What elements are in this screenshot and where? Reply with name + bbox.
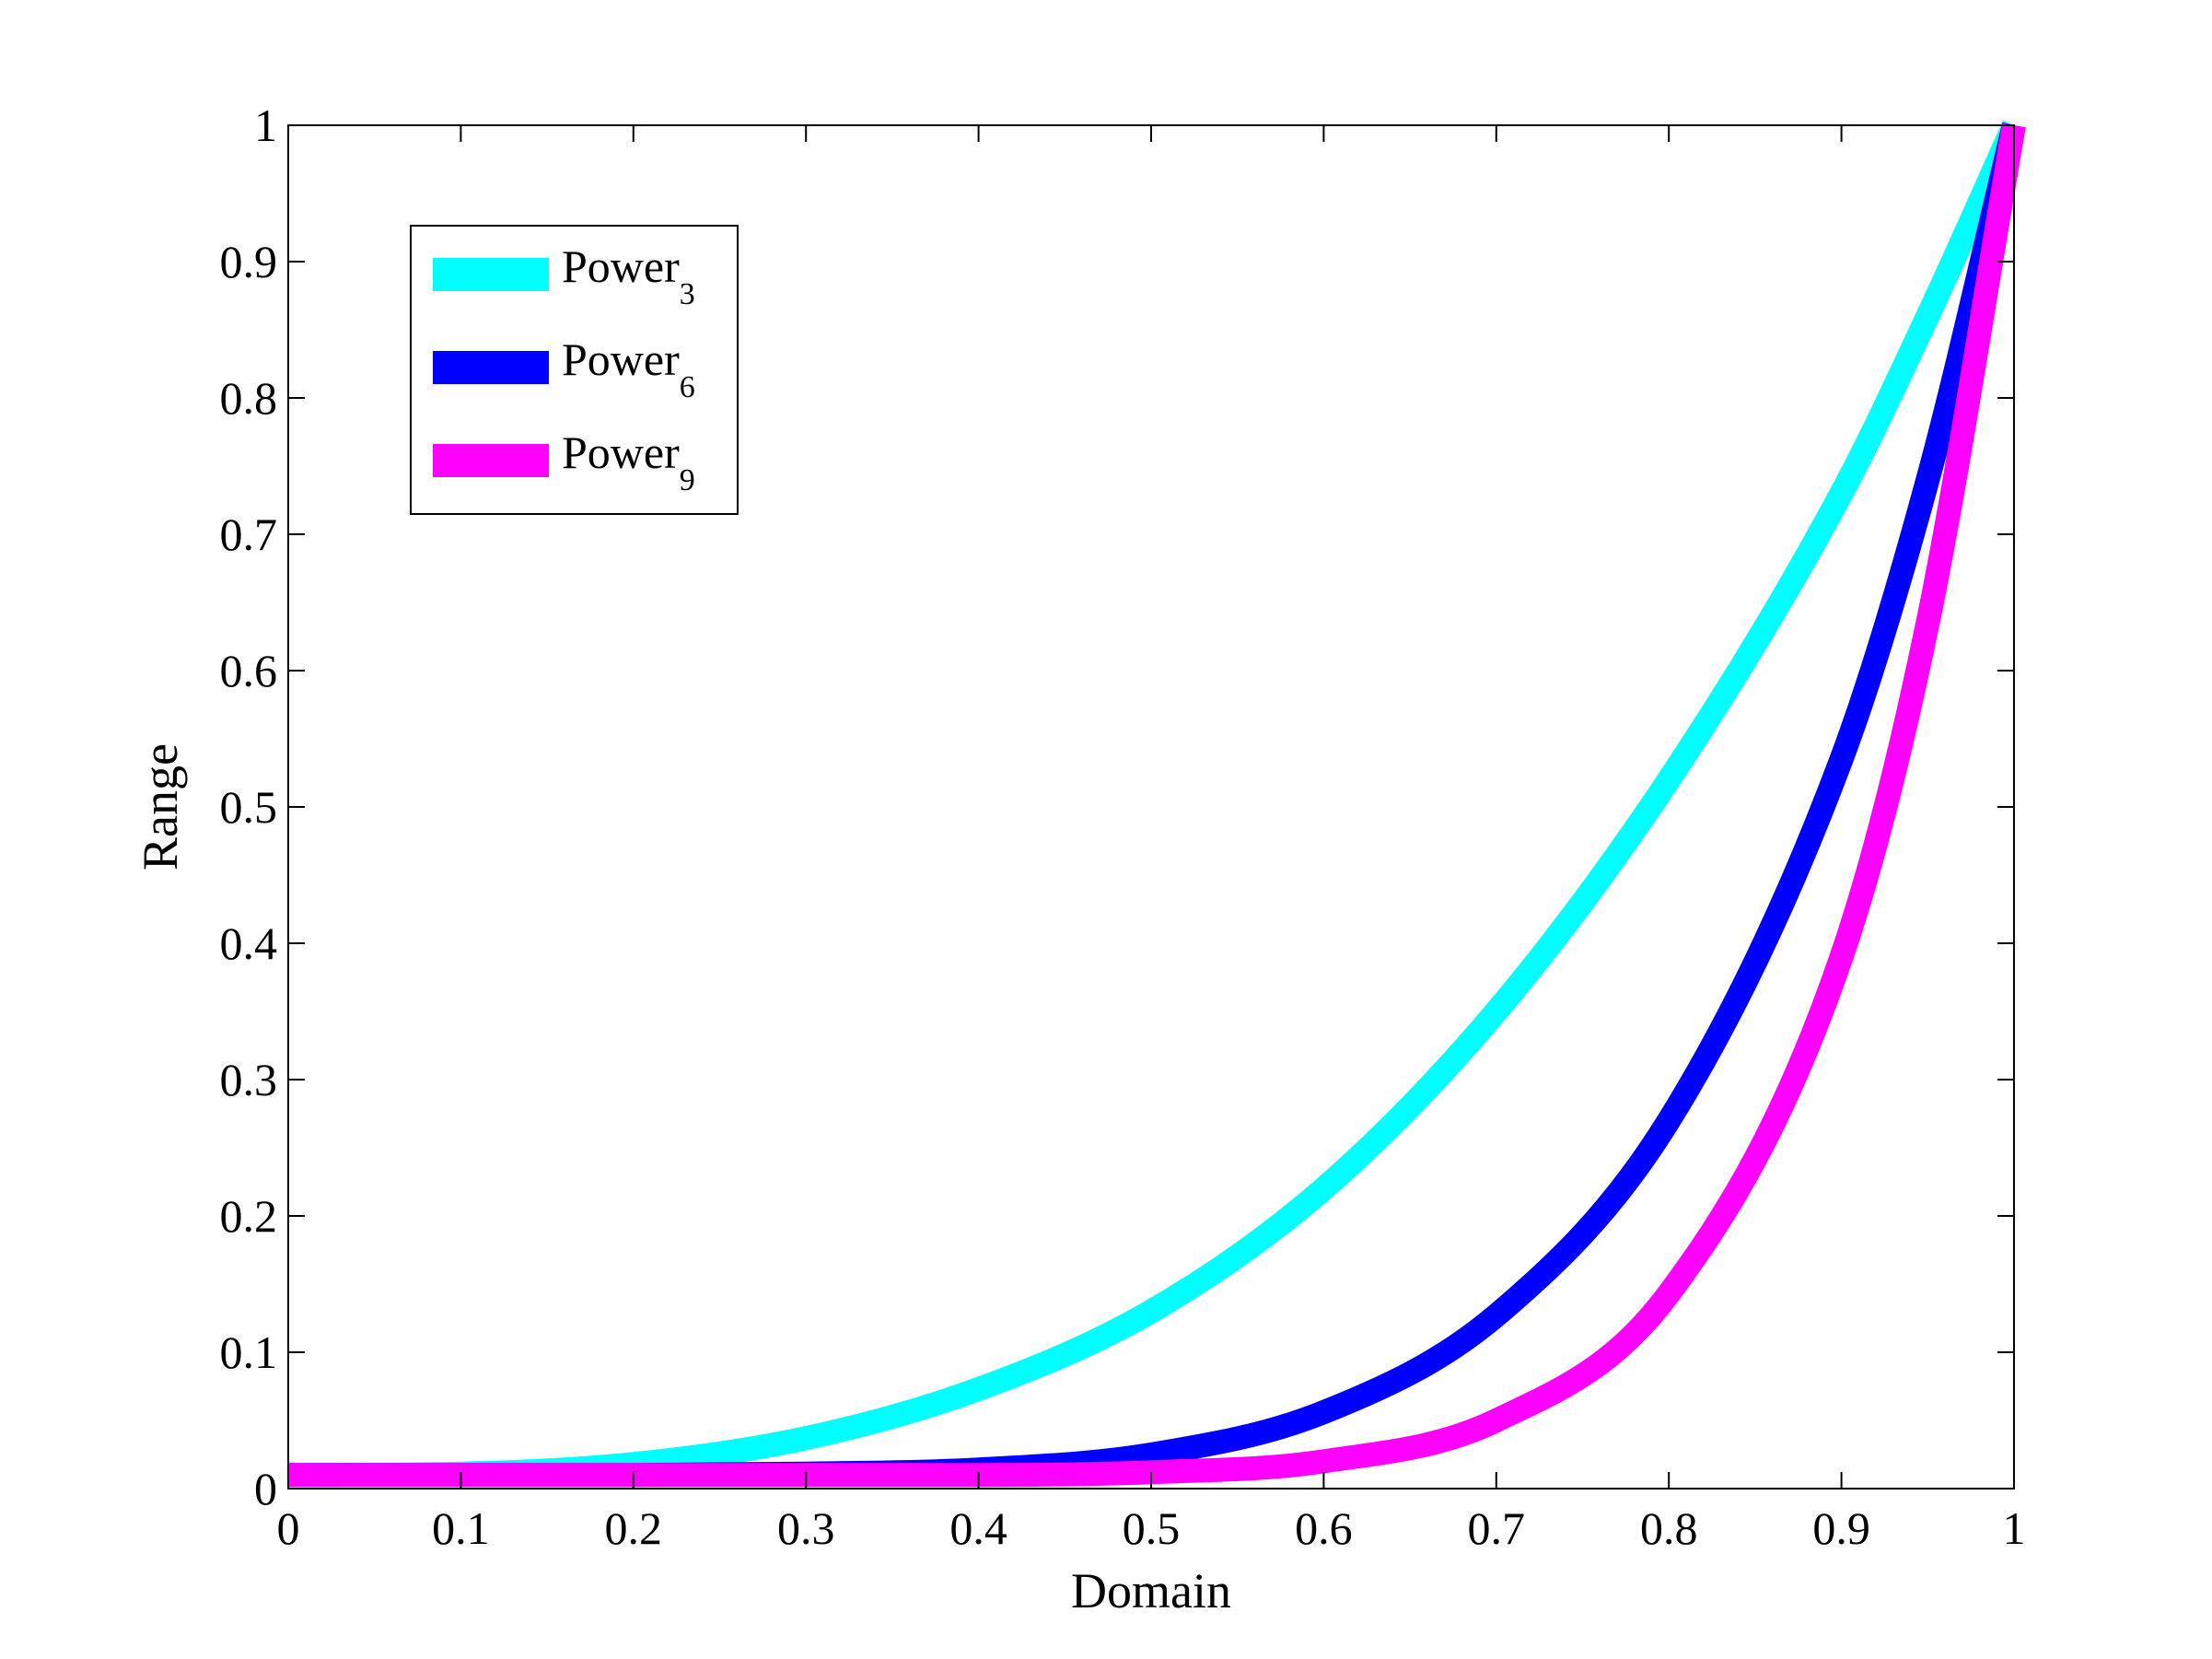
y-tick-label: 0.2: [220, 1190, 278, 1242]
legend-label-power-9: Power9: [562, 426, 695, 497]
y-tick-label: 0: [254, 1463, 277, 1514]
legend-entries: Power3 Power6 Power9: [433, 240, 695, 497]
x-tick-label: 0.1: [432, 1502, 490, 1554]
series-line-power-9: [288, 123, 2026, 1488]
x-tick-label: 0.2: [605, 1502, 663, 1554]
y-tick-label: 0.7: [220, 508, 278, 560]
x-axis-label: Domain: [1071, 1563, 1231, 1618]
y-tick-label: 0.1: [220, 1326, 278, 1378]
ticks-layer: 0 0.1 0.2 0.3 0.4 0.5 0.6 0.7 0.8 0.9 1 0 0.1 0.2 0.3 0…: [220, 99, 2026, 1554]
x-tick-label: 0.9: [1812, 1502, 1870, 1554]
y-tick-label: 0.4: [220, 917, 278, 969]
x-tick-label: 0.3: [777, 1502, 835, 1554]
y-tick-label: 0.5: [220, 781, 278, 833]
y-tick-label: 1: [254, 99, 277, 151]
x-tick-label: 0.4: [949, 1502, 1007, 1554]
legend: Power3 Power6 Power9: [410, 225, 739, 515]
y-tick-label: 0.3: [220, 1054, 278, 1105]
x-tick-label: 0.6: [1295, 1502, 1353, 1554]
y-tick-label: 0.8: [220, 372, 278, 424]
legend-label-power-3: Power3: [562, 240, 695, 311]
y-tick-label: 0.6: [220, 645, 278, 696]
x-tick-label: 0.7: [1468, 1502, 1526, 1554]
x-tick-label: 0.8: [1640, 1502, 1698, 1554]
y-tick-label: 0.9: [220, 236, 278, 287]
x-tick-label: 1: [2003, 1502, 2026, 1554]
x-tick-label: 0.5: [1123, 1502, 1181, 1554]
legend-label-power-6: Power6: [562, 333, 695, 404]
x-tick-label: 0: [277, 1502, 300, 1554]
y-axis-label: Range: [133, 743, 188, 870]
